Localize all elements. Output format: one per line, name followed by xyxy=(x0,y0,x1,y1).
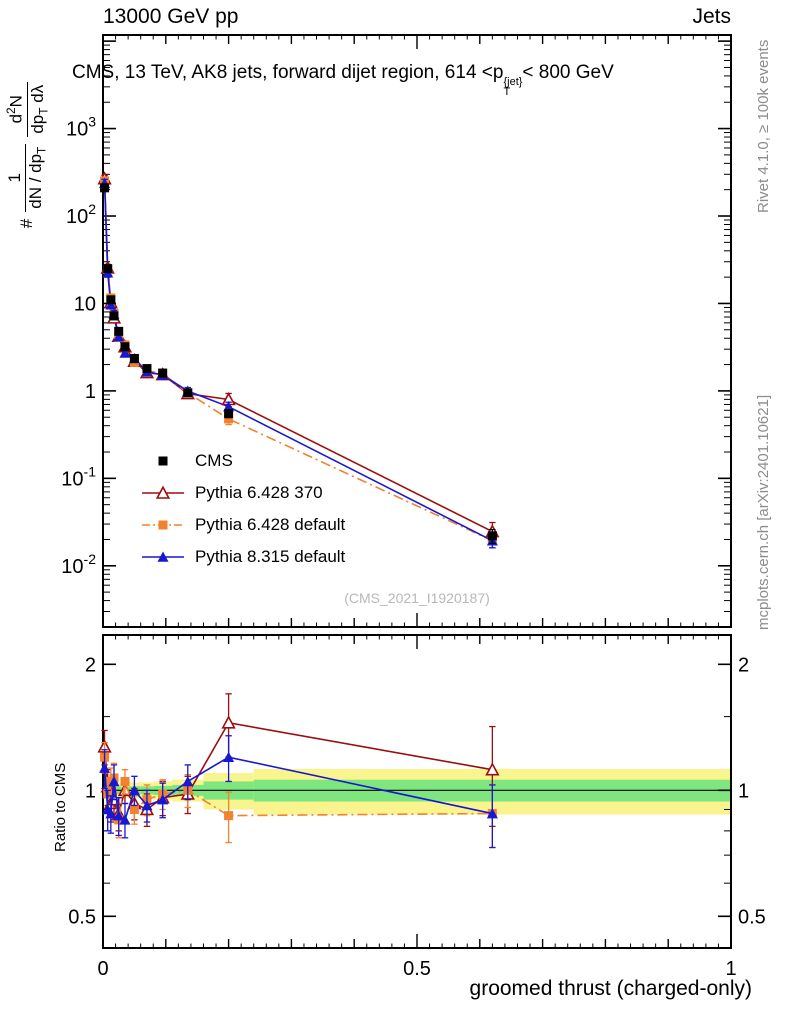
svg-text:1: 1 xyxy=(85,381,96,403)
legend-label-pythia6-default: Pythia 6.428 default xyxy=(195,515,346,534)
y-label-fraction-1: 1 dN / dpT xyxy=(5,143,49,212)
plot-title: CMS, 13 TeV, AK8 jets, forward dijet reg… xyxy=(72,62,762,98)
svg-text:0.5: 0.5 xyxy=(403,958,431,980)
svg-text:10: 10 xyxy=(74,293,96,315)
svg-text:0: 0 xyxy=(97,958,108,980)
x-axis-label: groomed thrust (charged-only) xyxy=(469,977,752,1000)
analysis-id-watermark: (CMS_2021_I1920187) xyxy=(344,590,490,606)
legend-label-cms: CMS xyxy=(195,451,233,470)
plot-title-text: CMS, 13 TeV, AK8 jets, forward dijet reg… xyxy=(72,62,504,83)
pythia8-default-marker-icon xyxy=(140,546,186,568)
plot-title-tail: < 800 GeV xyxy=(522,62,614,83)
ratio-axis-label: Ratio to CMS xyxy=(52,762,69,852)
svg-text:1: 1 xyxy=(85,780,96,802)
legend-label-pythia8-default: Pythia 8.315 default xyxy=(195,547,346,566)
svg-text:0.5: 0.5 xyxy=(738,906,766,928)
pt-superscript: {jet} xyxy=(503,76,523,88)
legend-label-pythia6-370: Pythia 6.428 370 xyxy=(195,483,323,502)
svg-text:2: 2 xyxy=(738,654,749,676)
legend-item-pythia6-370: Pythia 6.428 370 xyxy=(140,477,345,509)
series-ratio xyxy=(99,735,498,849)
legend-item-pythia6-default: Pythia 6.428 default xyxy=(140,509,345,541)
svg-text:103: 103 xyxy=(66,114,96,141)
legend-item-pythia8-default: Pythia 8.315 default xyxy=(140,541,345,573)
pt-superscript-stack: {jet} T xyxy=(503,76,523,98)
series-points-main xyxy=(100,183,497,545)
svg-text:0.5: 0.5 xyxy=(68,906,96,928)
svg-text:10-2: 10-2 xyxy=(61,551,96,578)
analysis-topic-label: Jets xyxy=(692,5,731,28)
y-label-prefix: # xyxy=(17,218,37,229)
pythia6-370-marker-icon xyxy=(140,482,186,504)
mcplots-attribution-label: mcplots.cern.ch [arXiv:2401.10621] xyxy=(755,394,772,630)
legend-item-cms: CMS xyxy=(140,445,345,477)
y-label-fraction-2: d2N dpT dλ xyxy=(4,81,50,137)
svg-text:1: 1 xyxy=(738,780,749,802)
svg-text:1: 1 xyxy=(725,958,736,980)
pythia6-default-marker-icon xyxy=(140,514,186,536)
svg-text:102: 102 xyxy=(66,201,96,228)
svg-text:10-1: 10-1 xyxy=(61,463,96,490)
svg-text:2: 2 xyxy=(85,654,96,676)
pt-subscript: T xyxy=(503,86,511,98)
y-axis-label: # 1 dN / dpT d2N dpT dλ xyxy=(4,15,50,295)
legend: CMS Pythia 6.428 370 Pythia 6.428 defaul… xyxy=(140,445,345,573)
rivet-version-label: Rivet 4.1.0, ≥ 100k events xyxy=(755,39,772,213)
beam-energy-label: 13000 GeV pp xyxy=(103,5,239,28)
cms-marker-icon xyxy=(140,450,186,472)
